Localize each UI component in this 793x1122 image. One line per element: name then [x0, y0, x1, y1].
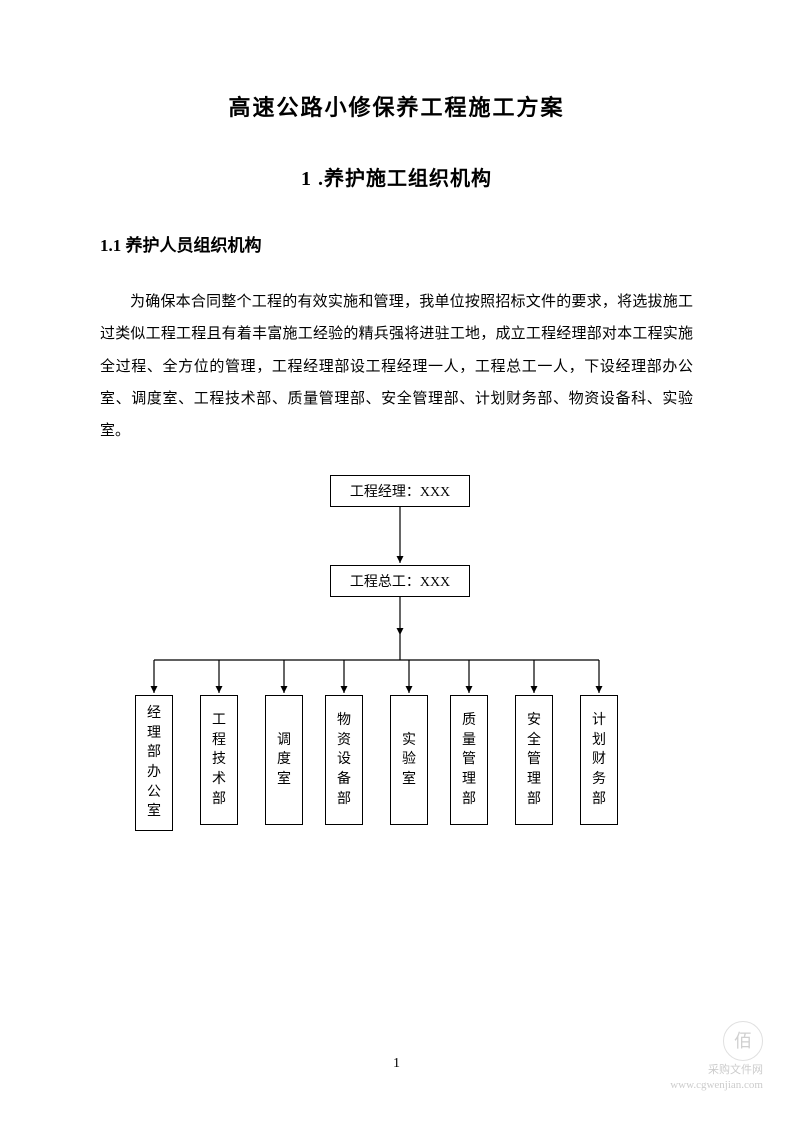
- org-node-dept: 计划财务部: [580, 695, 618, 825]
- org-node-manager: 工程经理：XXX: [330, 475, 470, 507]
- org-node-engineer: 工程总工：XXX: [330, 565, 470, 597]
- watermark-url: www.cgwenjian.com: [670, 1078, 763, 1092]
- org-node-dept: 安全管理部: [515, 695, 553, 825]
- org-node-dept: 质量管理部: [450, 695, 488, 825]
- section-title: 1 .养护施工组织机构: [100, 162, 693, 191]
- org-node-dept: 调度室: [265, 695, 303, 825]
- watermark: 佰 采购文件网 www.cgwenjian.com: [670, 1021, 763, 1092]
- org-chart: 工程经理：XXX 工程总工：XXX 经理部办公室工程技术部调度室物资设备部实验室质量…: [100, 475, 693, 875]
- subsection-title: 1.1 养护人员组织机构: [100, 231, 693, 256]
- org-node-dept: 实验室: [390, 695, 428, 825]
- watermark-brand: 采购文件网: [670, 1063, 763, 1077]
- main-title: 高速公路小修保养工程施工方案: [100, 90, 693, 122]
- org-node-dept: 物资设备部: [325, 695, 363, 825]
- body-paragraph: 为确保本合同整个工程的有效实施和管理，我单位按照招标文件的要求，将选拔施工过类似…: [100, 286, 693, 447]
- watermark-logo-icon: 佰: [723, 1021, 763, 1061]
- org-node-dept: 工程技术部: [200, 695, 238, 825]
- org-node-dept: 经理部办公室: [135, 695, 173, 831]
